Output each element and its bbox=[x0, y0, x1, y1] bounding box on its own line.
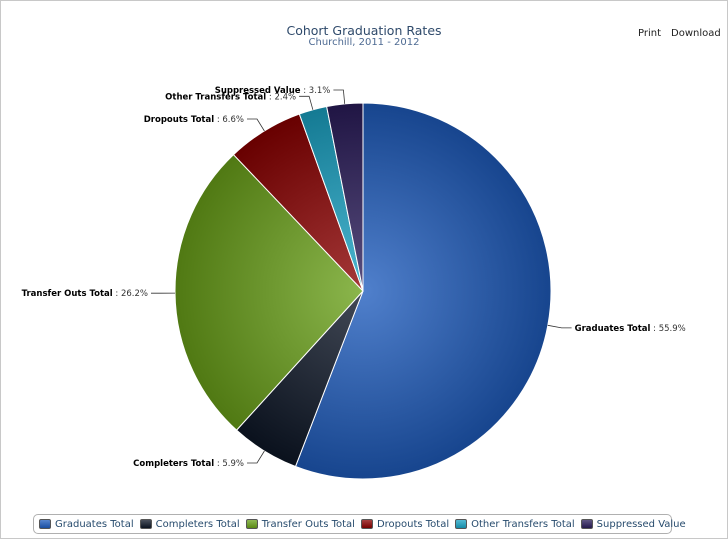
data-label-suppressed-value: Suppressed Value : 3.1% bbox=[215, 86, 331, 96]
connector-graduates-total bbox=[547, 324, 572, 329]
legend-label: Other Transfers Total bbox=[471, 518, 575, 530]
legend-label: Transfer Outs Total bbox=[261, 518, 355, 530]
legend-item-completers-total[interactable]: Completers Total bbox=[139, 518, 240, 530]
data-label-transfer-outs-total: Transfer Outs Total : 26.2% bbox=[22, 289, 148, 299]
download-button[interactable]: Download bbox=[671, 28, 721, 39]
data-label-dropouts-total: Dropouts Total : 6.6% bbox=[144, 115, 244, 125]
legend-label: Graduates Total bbox=[55, 518, 134, 530]
data-label-completers-total: Completers Total : 5.9% bbox=[133, 459, 244, 469]
connector-suppressed-value bbox=[333, 89, 346, 104]
legend-swatch bbox=[580, 519, 593, 529]
legend-swatch bbox=[39, 519, 51, 529]
legend-label: Completers Total bbox=[155, 518, 240, 530]
legend-label: Suppressed Value bbox=[596, 518, 686, 530]
legend-item-suppressed-value[interactable]: Suppressed Value bbox=[580, 518, 686, 530]
legend-label: Dropouts Total bbox=[376, 518, 450, 530]
pie-chart: Graduates Total : 55.9% Completers Total … bbox=[22, 86, 686, 480]
legend-item-other-transfers-total[interactable]: Other Transfers Total bbox=[455, 519, 575, 530]
data-label-graduates-total: Graduates Total : 55.9% bbox=[575, 324, 686, 334]
chart-subtitle: Churchill, 2011 - 2012 bbox=[308, 37, 420, 48]
data-label-other-transfers-total: Other Transfers Total : 2.4% bbox=[165, 92, 296, 102]
connector-completers-total bbox=[247, 450, 265, 464]
connector-other-transfers-total bbox=[299, 95, 314, 110]
legend-swatch bbox=[245, 519, 258, 529]
chart-title: Cohort Graduation Rates bbox=[286, 23, 442, 38]
legend-swatch bbox=[360, 519, 373, 529]
print-button[interactable]: Print bbox=[638, 28, 662, 39]
legend-item-transfer-outs-total[interactable]: Transfer Outs Total bbox=[245, 518, 355, 530]
legend-item-dropouts-total[interactable]: Dropouts Total bbox=[360, 518, 450, 530]
legend-swatch bbox=[455, 519, 468, 529]
connector-dropouts-total bbox=[247, 118, 265, 132]
pie-slice-transfer-outs-total[interactable] bbox=[174, 153, 364, 431]
chart-legend: Graduates Total Completers Total Transfer … bbox=[33, 514, 686, 534]
legend-swatch bbox=[139, 519, 152, 529]
legend-item-graduates-total[interactable]: Graduates Total bbox=[39, 519, 134, 530]
